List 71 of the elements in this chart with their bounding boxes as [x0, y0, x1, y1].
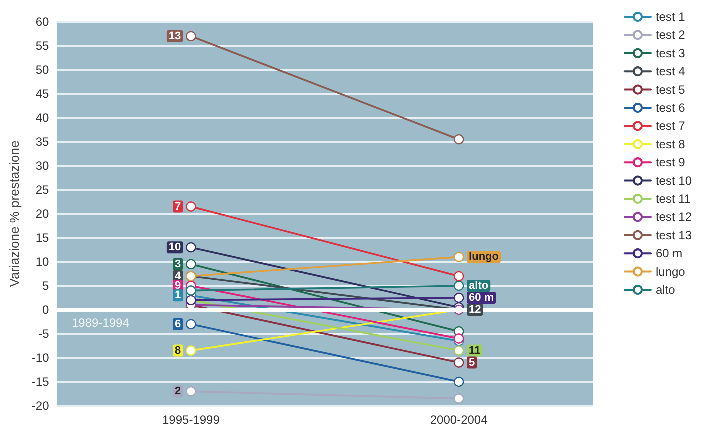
point — [454, 271, 464, 282]
point — [454, 358, 464, 368]
legend-label: test 13 — [656, 228, 692, 242]
point — [454, 376, 464, 388]
annotation: 9 — [175, 280, 182, 292]
annotation: 4 — [175, 270, 182, 282]
y-tick-label: 10 — [36, 255, 50, 269]
x-tick-label: 2000-2004 — [430, 413, 488, 427]
legend-label: 60 m — [656, 246, 683, 261]
annotation: 12 — [469, 304, 482, 316]
point — [186, 259, 196, 270]
annotation: 7 — [175, 200, 182, 213]
y-tick-label: 35 — [36, 135, 50, 149]
y-tick-label: 5 — [42, 279, 50, 293]
point — [186, 346, 196, 356]
annotation: 3 — [175, 258, 182, 270]
point — [186, 386, 196, 397]
legend-label: test 9 — [656, 156, 686, 170]
annotation: 1 — [175, 290, 182, 302]
annotation: 60 m — [469, 292, 494, 304]
legend-label: alto — [656, 283, 676, 297]
annotation: 6 — [175, 318, 182, 330]
annotation: 5 — [469, 356, 476, 369]
annotation: 11 — [469, 344, 481, 357]
point — [454, 134, 464, 145]
point — [186, 242, 196, 253]
y-tick-label: 55 — [36, 39, 50, 53]
y-tick-label: 25 — [36, 183, 50, 197]
annotation: 2 — [175, 386, 182, 398]
point — [186, 319, 196, 330]
legend-label: test 12 — [656, 210, 692, 224]
point — [454, 252, 464, 262]
y-tick-label: 15 — [36, 231, 50, 245]
legend-label: test 7 — [656, 119, 686, 134]
y-tick-label: 45 — [36, 87, 50, 101]
point — [454, 346, 464, 356]
legend-label: test 10 — [656, 174, 692, 188]
y-tick-label: 50 — [36, 63, 50, 77]
y-tick-label: 0 — [42, 303, 50, 317]
legend-label: test 2 — [656, 28, 686, 42]
point — [454, 280, 464, 292]
point — [186, 286, 196, 296]
annotation: 1989-1994 — [72, 316, 130, 330]
legend-label: test 8 — [656, 137, 686, 152]
legend-label: lungo — [656, 264, 686, 279]
legend-label: test 11 — [656, 192, 692, 206]
annotation: 13 — [168, 30, 182, 42]
annotation: 8 — [175, 344, 182, 357]
y-tick-label: 40 — [36, 111, 50, 125]
point — [454, 334, 464, 344]
y-axis-title: Variazione % prestazione — [7, 140, 22, 288]
legend-label: test 4 — [656, 64, 686, 79]
y-tick-label: 20 — [36, 207, 50, 221]
legend-label: test 6 — [656, 101, 686, 115]
y-tick-label: -10 — [32, 351, 50, 365]
point — [186, 31, 196, 42]
annotation: lungo — [469, 251, 500, 264]
point — [454, 394, 464, 404]
legend-label: test 1 — [656, 10, 686, 24]
y-tick-label: -15 — [32, 375, 50, 389]
y-tick-label: 30 — [36, 159, 50, 173]
y-tick-label: -5 — [38, 327, 50, 341]
annotation: alto — [469, 280, 489, 292]
point — [186, 202, 196, 212]
x-tick-label: 1995-1999 — [162, 413, 220, 427]
annotation: 10 — [168, 242, 182, 254]
legend-label: test 5 — [656, 82, 686, 97]
y-tick-label: -20 — [32, 399, 50, 413]
legend-label: test 3 — [656, 46, 686, 60]
y-tick-label: 60 — [36, 15, 50, 29]
point — [454, 292, 464, 304]
